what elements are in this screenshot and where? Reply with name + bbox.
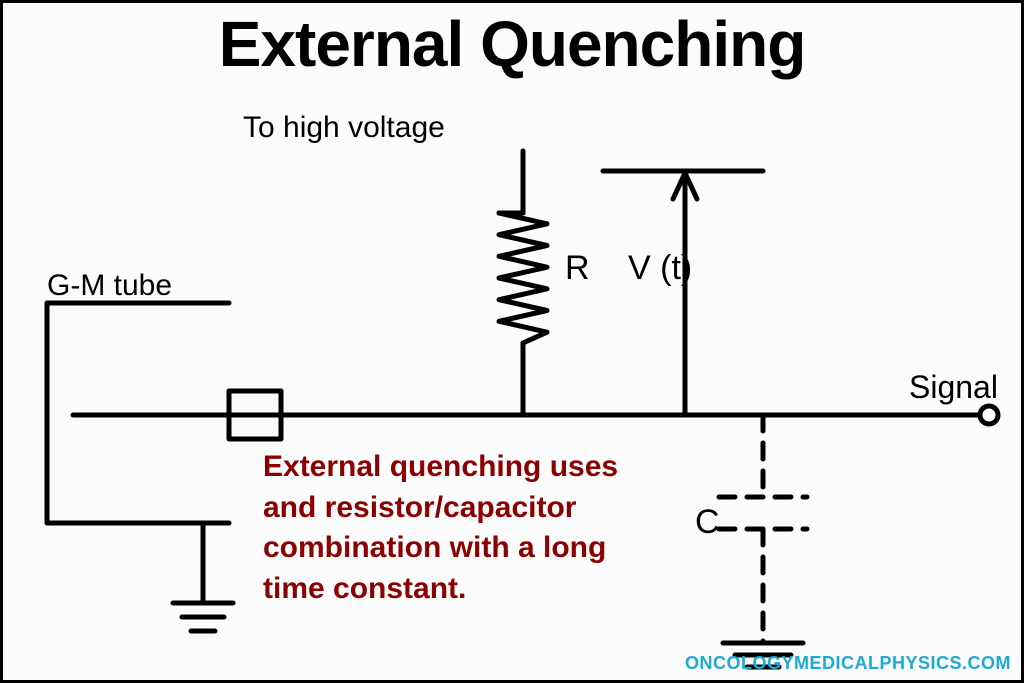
- label-capacitor: C: [695, 503, 720, 542]
- label-voltage: V (t): [628, 249, 692, 288]
- label-resistor: R: [565, 249, 590, 288]
- label-signal: Signal: [909, 369, 998, 406]
- description-line: time constant.: [263, 569, 618, 610]
- diagram-frame: External Quenching G-M tube To high volt…: [0, 0, 1024, 683]
- watermark: ONCOLOGYMEDICALPHYSICS.COM: [685, 653, 1011, 674]
- description-text: External quenching usesand resistor/capa…: [263, 447, 618, 609]
- description-line: and resistor/capacitor: [263, 488, 618, 529]
- label-gm-tube: G-M tube: [47, 269, 172, 303]
- label-high-voltage: To high voltage: [243, 111, 445, 145]
- description-line: combination with a long: [263, 528, 618, 569]
- description-line: External quenching uses: [263, 447, 618, 488]
